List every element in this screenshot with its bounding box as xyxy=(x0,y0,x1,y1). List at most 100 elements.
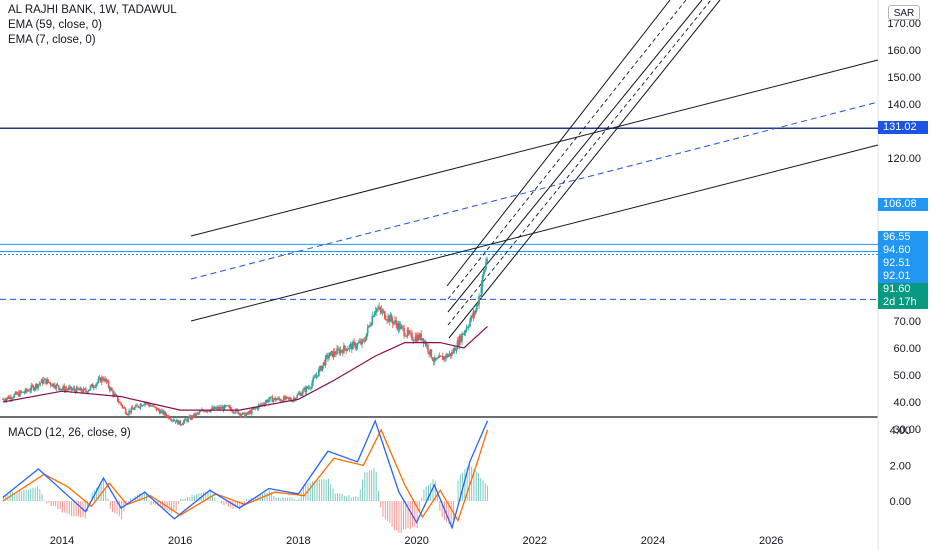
candle-body xyxy=(131,407,134,410)
candle-body xyxy=(405,335,408,337)
histogram-bar xyxy=(482,480,484,501)
candle-body xyxy=(36,384,38,388)
macd-axis-tick: 2.00 xyxy=(890,460,911,472)
histogram-bar xyxy=(312,481,314,501)
candle-body xyxy=(89,386,92,390)
histogram-bar xyxy=(89,501,91,502)
histogram-bar xyxy=(137,495,139,501)
currency-badge[interactable]: SAR xyxy=(888,5,920,20)
histogram-bar xyxy=(139,493,141,501)
histogram-bar xyxy=(359,489,361,501)
candle-body xyxy=(19,391,21,397)
candle-body xyxy=(111,388,113,391)
candle-body xyxy=(410,332,412,334)
histogram-bar xyxy=(16,491,18,501)
histogram-bar xyxy=(368,470,370,501)
histogram-bar xyxy=(39,489,41,501)
price-badge: 2d 17h xyxy=(878,295,928,309)
histogram-bar xyxy=(355,496,357,501)
candles-group xyxy=(2,256,488,427)
candle-body xyxy=(372,316,375,317)
candle-body xyxy=(179,420,181,425)
candle-body xyxy=(416,334,419,342)
candle-body xyxy=(225,405,228,407)
candle-body xyxy=(163,411,166,415)
histogram-bar xyxy=(468,464,470,501)
candle-body xyxy=(330,351,333,353)
candle-body xyxy=(478,296,480,305)
histogram-bar xyxy=(55,501,57,507)
histogram-bar xyxy=(432,479,434,501)
candle-body xyxy=(41,379,44,384)
candle-body xyxy=(388,315,391,322)
time-axis-tick: 2024 xyxy=(641,535,665,547)
candle-body xyxy=(314,376,317,378)
candle-body xyxy=(71,389,74,391)
candle-body xyxy=(270,396,272,398)
candle-body xyxy=(460,335,462,342)
candle-body xyxy=(15,392,18,395)
histogram-bar xyxy=(11,491,13,501)
candle-body xyxy=(166,415,169,417)
candle-body xyxy=(306,386,309,389)
candle-body xyxy=(113,393,116,396)
candle-body xyxy=(444,356,446,359)
candle-body xyxy=(214,406,217,409)
candle-body xyxy=(228,406,230,407)
histogram-bar xyxy=(187,496,189,501)
candle-body xyxy=(116,396,119,402)
candle-body xyxy=(263,404,266,406)
histogram-bar xyxy=(48,501,50,503)
candle-body xyxy=(474,310,477,314)
histogram-bar xyxy=(34,487,36,501)
candle-body xyxy=(469,320,471,327)
histogram-bar xyxy=(52,501,54,506)
candle-body xyxy=(158,410,161,414)
candle-body xyxy=(24,388,27,393)
price-axis-tick: 120.00 xyxy=(887,153,921,165)
histogram-bar xyxy=(439,501,441,511)
candle-body xyxy=(35,384,37,388)
candle-body xyxy=(40,379,43,383)
candle-body xyxy=(118,401,120,403)
candle-body xyxy=(241,412,244,415)
candle-body xyxy=(304,388,307,393)
histogram-bar xyxy=(80,501,82,518)
candle-body xyxy=(406,330,409,336)
macd-label: MACD (12, 26, close, 9) xyxy=(8,427,131,439)
candle-body xyxy=(439,355,442,357)
candle-body xyxy=(245,414,247,418)
candle-body xyxy=(455,349,458,351)
candle-body xyxy=(313,376,316,379)
candle-body xyxy=(130,407,133,413)
candle-body xyxy=(453,348,455,353)
candle-body xyxy=(12,397,14,399)
candle-body xyxy=(60,389,62,391)
histogram-bar xyxy=(280,498,282,501)
candle-body xyxy=(66,389,69,391)
price-axis-tick: 60.00 xyxy=(893,343,921,355)
candle-body xyxy=(196,412,199,414)
candle-body xyxy=(248,411,251,414)
histogram-bar xyxy=(243,501,245,504)
candle-body xyxy=(264,402,267,405)
candle-body xyxy=(98,377,101,380)
histogram-bar xyxy=(205,491,207,501)
candle-body xyxy=(479,295,482,297)
candle-body xyxy=(254,408,257,409)
candle-body xyxy=(420,333,422,341)
candle-body xyxy=(326,354,328,357)
candle-body xyxy=(279,399,282,401)
candle-body xyxy=(102,377,104,380)
histogram-bar xyxy=(287,497,289,501)
candle-body xyxy=(347,348,350,350)
candle-body xyxy=(307,387,310,389)
candle-body xyxy=(44,378,46,380)
histogram-bar xyxy=(339,493,341,501)
histogram-bar xyxy=(27,490,29,501)
candle-body xyxy=(394,320,396,322)
candle-body xyxy=(240,414,243,416)
histogram-bar xyxy=(302,486,304,501)
histogram-bar xyxy=(21,491,23,501)
